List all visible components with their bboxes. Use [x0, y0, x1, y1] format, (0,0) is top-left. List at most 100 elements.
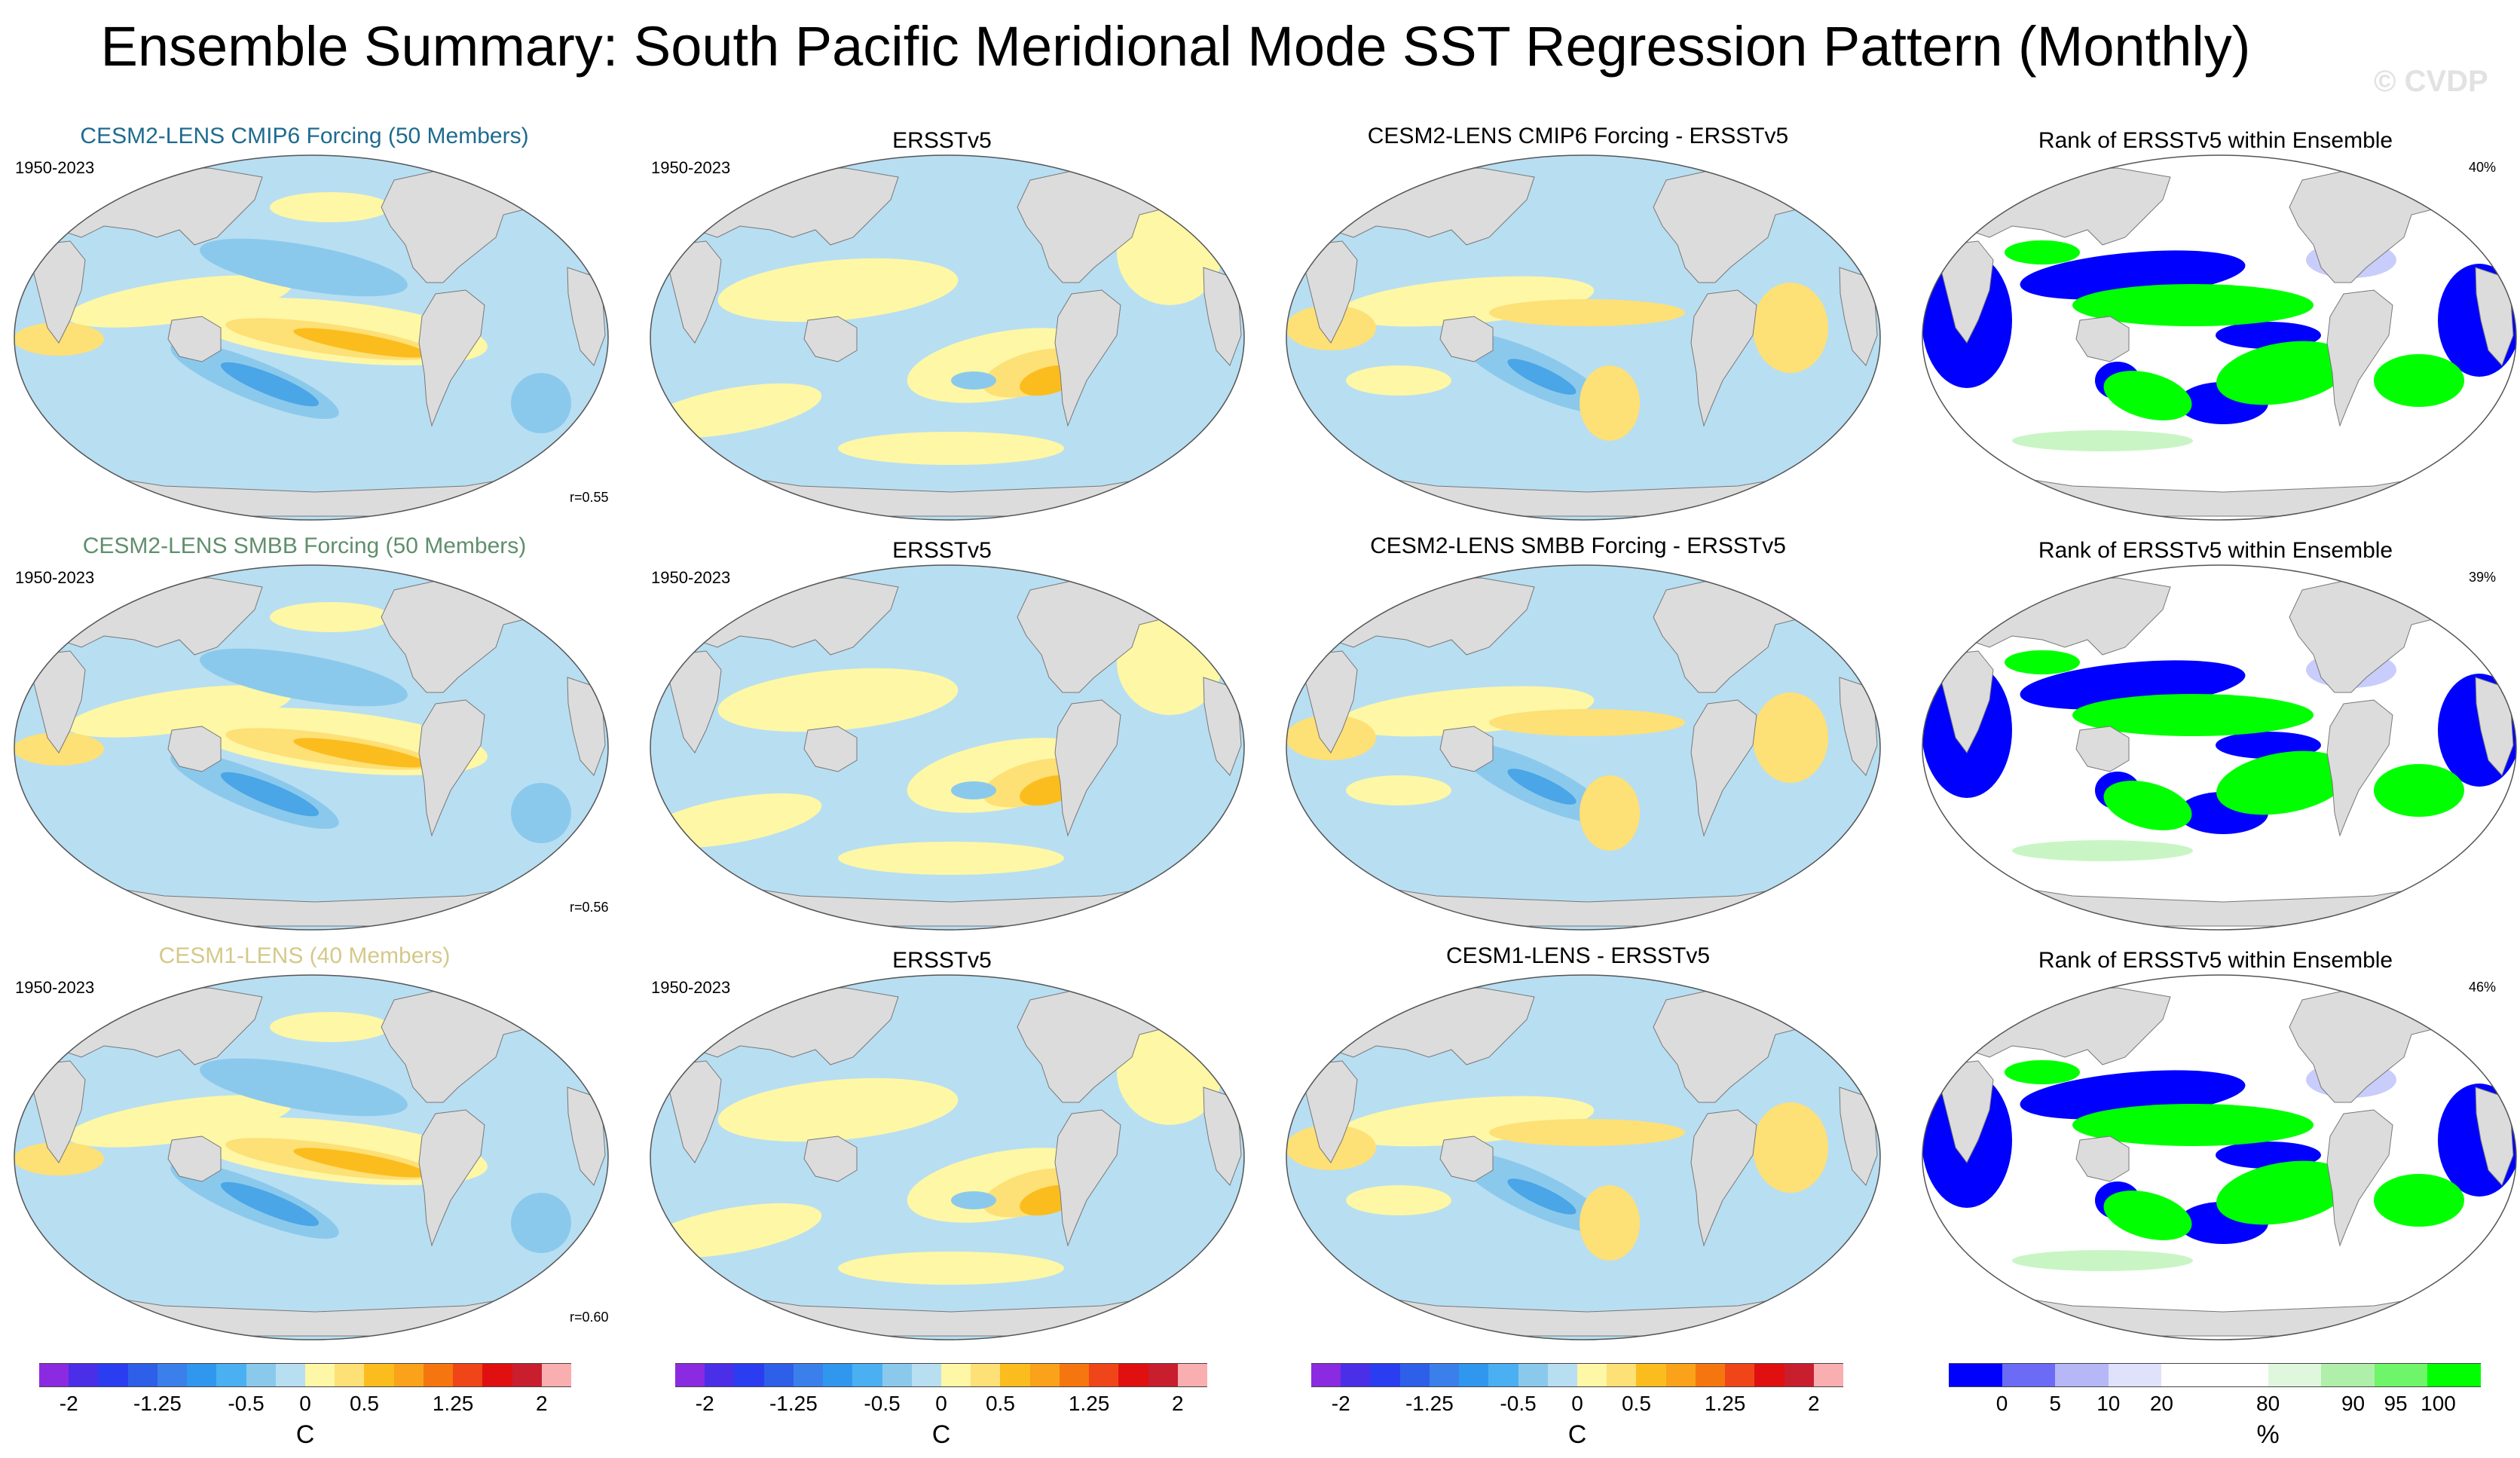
- colorbar-segment: [1459, 1363, 1489, 1387]
- colorbar-tick-label: 1.25: [432, 1392, 474, 1415]
- colorbar-segment: [1949, 1363, 2003, 1387]
- landmass: [2075, 316, 2130, 362]
- positive-anomaly: [838, 842, 1064, 875]
- obs-panel-title: ERSSTv5: [892, 948, 992, 973]
- positive-anomaly: [67, 275, 292, 328]
- positive-anomaly: [1489, 299, 1685, 326]
- negative-anomaly: [511, 783, 571, 843]
- landmass: [32, 240, 86, 344]
- map-panel-obs: [650, 564, 1245, 931]
- map-border: [1922, 564, 2517, 931]
- rank-panel-title: Rank of ERSSTv5 within Ensemble: [2038, 538, 2393, 563]
- colorbar-segment: [882, 1363, 913, 1387]
- landmass: [2326, 699, 2393, 837]
- colorbar-segment: [69, 1363, 99, 1387]
- colorbar-segment: [1547, 1363, 1578, 1387]
- positive-anomaly: [717, 668, 959, 732]
- difference-panel-title: CESM1-LENS - ERSSTv5: [1445, 943, 1711, 968]
- colorbar-segment: [1341, 1363, 1371, 1387]
- negative-anomaly: [951, 1191, 996, 1209]
- colorbar-segment: [2321, 1363, 2375, 1387]
- positive-anomaly: [838, 1252, 1064, 1285]
- high-rank-region: [2072, 694, 2314, 736]
- colorbar-segment: [305, 1363, 335, 1387]
- colorbar-unit: C: [931, 1420, 951, 1449]
- positive-anomaly: [1489, 709, 1685, 736]
- map-panel-model: [14, 154, 609, 521]
- landmass: [668, 650, 722, 753]
- pattern-correlation-label: r=0.56: [570, 900, 609, 915]
- colorbar-segment: [793, 1363, 824, 1387]
- landmass: [2326, 289, 2393, 427]
- positive-anomaly: [650, 793, 822, 848]
- colorbar-segment: [1754, 1363, 1785, 1387]
- colorbar-segment: [2108, 1363, 2162, 1387]
- colorbar-segment: [364, 1363, 395, 1387]
- colorbar-segment: [453, 1363, 483, 1387]
- landmass: [418, 289, 485, 427]
- colorbar-tick-label: 0.5: [349, 1392, 379, 1415]
- obs-panel-title: ERSSTv5: [892, 538, 992, 563]
- negative-anomaly: [200, 238, 408, 297]
- map-border: [14, 154, 609, 521]
- landmass: [668, 240, 722, 344]
- landmass: [1940, 240, 1994, 344]
- landmass: [2075, 1136, 2130, 1182]
- map-border: [14, 974, 609, 1340]
- colorbar-segment: [1370, 1363, 1401, 1387]
- colorbar-tick-label: -2: [695, 1392, 714, 1415]
- colorbar-tick-label: -1.25: [133, 1392, 182, 1415]
- high-rank-region: [2005, 650, 2080, 674]
- positive-anomaly: [293, 738, 427, 768]
- cvdp-watermark: © CVDP: [2374, 65, 2488, 98]
- colorbar-segment: [1813, 1363, 1844, 1387]
- colorbar-segment: [275, 1363, 306, 1387]
- landmass: [803, 316, 858, 362]
- colorbar-tick-label: 10: [2096, 1392, 2121, 1415]
- landmass: [418, 699, 485, 837]
- positive-anomaly: [293, 1148, 427, 1178]
- colorbar-segment: [246, 1363, 277, 1387]
- landmass: [1690, 289, 1757, 427]
- colorbar-segment: [971, 1363, 1001, 1387]
- high-rank-region: [2103, 371, 2192, 420]
- high-rank-region: [2374, 354, 2464, 407]
- rank-percent-label: 39%: [2469, 570, 2497, 585]
- negative-anomaly: [220, 362, 320, 407]
- colorbar-unit: C: [295, 1420, 315, 1449]
- colorbar-tick-label: 2: [1171, 1392, 1184, 1415]
- landmass: [167, 316, 222, 362]
- period-label: 1950-2023: [15, 568, 95, 587]
- negative-anomaly: [1507, 769, 1577, 805]
- colorbar-segment: [1148, 1363, 1179, 1387]
- colorbar-segment: [1695, 1363, 1726, 1387]
- colorbar-tick-label: 20: [2149, 1392, 2173, 1415]
- model-panel-title: CESM1-LENS (40 Members): [158, 943, 451, 968]
- colorbar-segment: [1488, 1363, 1519, 1387]
- landmass: [803, 726, 858, 772]
- difference-panel-title: CESM2-LENS SMBB Forcing - ERSSTv5: [1370, 533, 1786, 558]
- rank-percent-label: 46%: [2469, 980, 2497, 995]
- landmass: [167, 1136, 222, 1182]
- positive-anomaly: [270, 602, 390, 632]
- high-rank-region: [2072, 284, 2314, 326]
- colorbar-segment: [1029, 1363, 1060, 1387]
- colorbar-tick-label: 2: [1807, 1392, 1820, 1415]
- colorbar-segment: [1665, 1363, 1696, 1387]
- negative-anomaly: [220, 772, 320, 817]
- landmass: [167, 726, 222, 772]
- landmass: [418, 1109, 485, 1247]
- landmass: [2326, 1109, 2393, 1247]
- high-rank-region: [2103, 781, 2192, 830]
- positive-anomaly: [1580, 1185, 1640, 1261]
- colorbar-segment: [1725, 1363, 1755, 1387]
- map-border: [1922, 974, 2517, 1340]
- map-panel-obs: [650, 154, 1245, 521]
- high-rank-region: [2005, 1060, 2080, 1084]
- rank-percent-label: 40%: [2469, 160, 2497, 175]
- positive-anomaly: [270, 192, 390, 222]
- high-rank-region: [2216, 1160, 2350, 1225]
- landmass: [1439, 1136, 1494, 1182]
- colorbar-tick-label: 95: [2384, 1392, 2408, 1415]
- landmass: [2075, 726, 2130, 772]
